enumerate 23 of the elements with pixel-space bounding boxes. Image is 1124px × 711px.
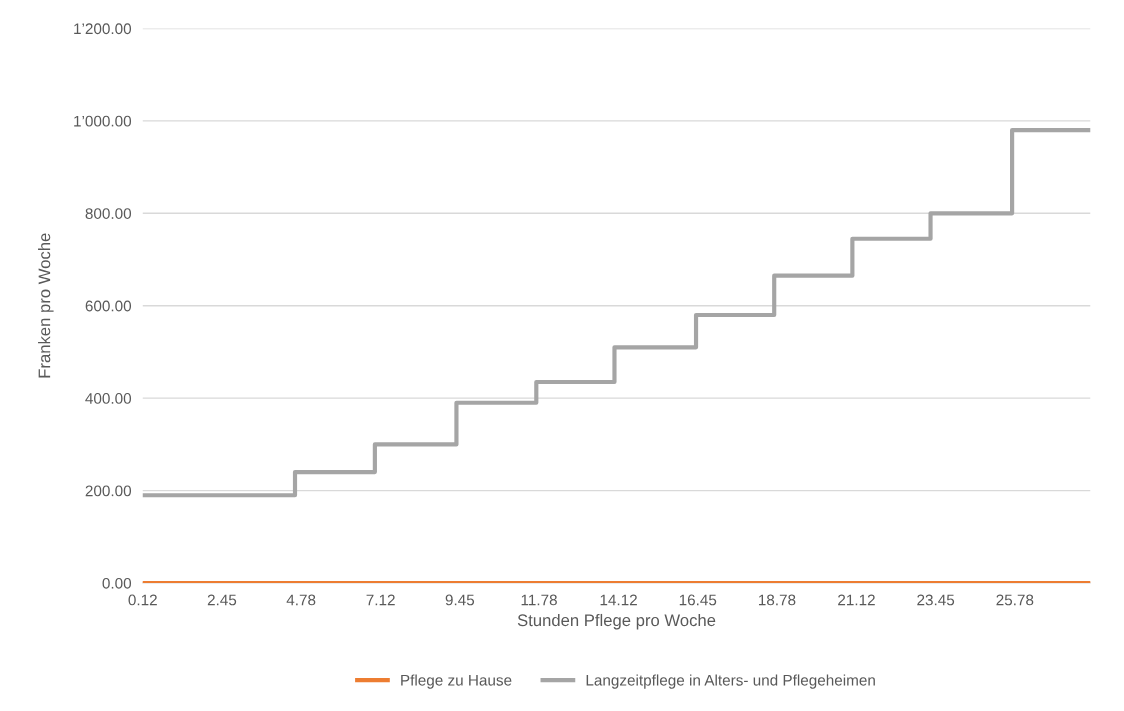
x-tick-label: 25.78 [996, 594, 1034, 606]
x-tick-label: 4.78 [286, 594, 316, 606]
x-tick-label: 7.12 [366, 594, 395, 606]
y-tick-label: 400.00 [85, 393, 132, 404]
y-axis-title: Franken pro Woche [38, 233, 54, 378]
x-tick-label: 21.12 [838, 594, 875, 606]
x-tick-label: 0.12 [128, 594, 157, 606]
x-tick-label: 18.78 [758, 594, 796, 606]
x-tick-label: 11.78 [521, 594, 557, 606]
x-tick-label: 14.12 [600, 594, 637, 606]
y-tick-label: 800.00 [85, 208, 132, 219]
y-tick-label: 1’200.00 [74, 23, 132, 35]
y-tick-label: 200.00 [85, 485, 132, 497]
y-tick-label: 1’000.00 [74, 115, 132, 127]
x-tick-label: 9.45 [445, 594, 475, 606]
x-tick-label: 23.45 [917, 594, 955, 606]
y-tick-label: 0.00 [102, 577, 132, 589]
y-tick-label: 600.00 [85, 300, 132, 312]
legend-label: Pflege zu Hause [401, 674, 512, 689]
legend-label: Langzeitpflege in Alters- und Pflegeheimen [586, 674, 875, 689]
x-tick-label: 16.45 [679, 594, 717, 606]
x-axis-title: Stunden Pflege pro Woche [517, 613, 716, 630]
x-tick-label: 2.45 [207, 594, 237, 606]
